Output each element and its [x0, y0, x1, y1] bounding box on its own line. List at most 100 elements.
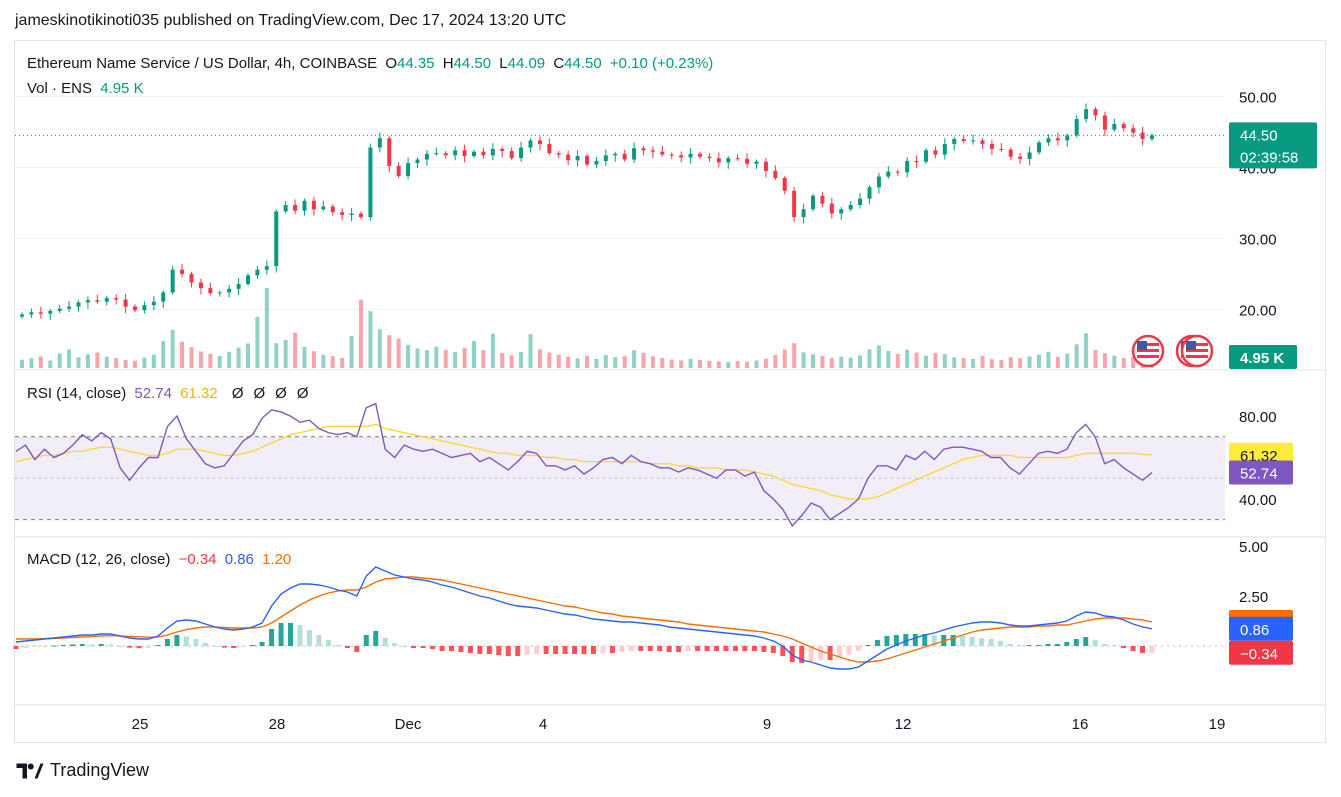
- candle-body: [255, 269, 260, 276]
- candle-body: [895, 171, 900, 173]
- macd-histogram-bar: [638, 646, 644, 651]
- macd-histogram-bar: [146, 646, 152, 648]
- volume-bar: [1055, 356, 1060, 368]
- macd-histogram-bar: [325, 640, 331, 646]
- volume-bar: [283, 340, 288, 368]
- candle-body: [1093, 109, 1098, 116]
- candle-body: [349, 213, 354, 215]
- macd-histogram-bar: [174, 635, 180, 646]
- candle-body: [406, 163, 411, 176]
- candle-body: [1008, 149, 1013, 157]
- volume-bar: [424, 350, 429, 368]
- rsi-ma-value: 61.32: [180, 385, 218, 402]
- volume-bar: [924, 355, 928, 368]
- flag-stripe: [1137, 343, 1159, 346]
- volume-bar: [20, 359, 24, 368]
- rsi-line: [15, 402, 1153, 528]
- macd-histogram-bar: [893, 635, 899, 646]
- candle-body: [217, 292, 222, 294]
- tradingview-footer[interactable]: TradingView: [16, 760, 149, 781]
- volume-bar: [914, 352, 919, 368]
- volume-bar: [867, 349, 872, 368]
- volume-bar: [142, 357, 147, 368]
- event-flags[interactable]: [1131, 334, 1214, 368]
- macd-histogram-bar: [818, 646, 824, 660]
- high-label: H: [442, 55, 454, 72]
- macd-histogram-bar: [789, 646, 795, 662]
- candle-body: [283, 205, 288, 212]
- candle-body: [1140, 132, 1145, 139]
- macd-histogram-bar: [164, 639, 170, 646]
- macd-histogram-bar: [41, 646, 47, 647]
- macd-histogram-bar: [1102, 644, 1108, 646]
- candle-body: [1018, 156, 1023, 159]
- volume-bar: [302, 346, 307, 368]
- macd-histogram-bar: [950, 635, 956, 646]
- macd-histogram-bar: [155, 645, 161, 646]
- candle-body: [867, 187, 872, 199]
- volume-bar: [820, 355, 825, 368]
- macd-histogram-bar: [666, 646, 672, 652]
- macd-histogram-bar: [770, 646, 776, 653]
- macd-histogram-bar: [742, 646, 748, 651]
- volume-bar: [1102, 353, 1107, 368]
- macd-histogram-bar: [751, 646, 757, 651]
- candle-body: [415, 159, 420, 164]
- us-flag-event-icon[interactable]: [1180, 334, 1214, 368]
- volume-bar: [161, 340, 166, 368]
- macd-tick-label: 2.50: [1239, 589, 1268, 606]
- price-tag-box: [1229, 122, 1317, 169]
- candle-body: [95, 300, 100, 302]
- macd-hist-tag-box: [1229, 640, 1293, 665]
- candle-body: [641, 148, 646, 151]
- volume-bars: [20, 288, 1154, 368]
- candle-body: [528, 140, 533, 148]
- volume-bar: [349, 336, 354, 368]
- candle-body: [114, 298, 119, 300]
- price-tag-countdown: 02:39:58: [1240, 149, 1298, 166]
- candle-body: [189, 273, 194, 283]
- flag-stripe: [1186, 343, 1208, 346]
- volume-bar: [594, 358, 599, 368]
- flag-stripe: [1186, 349, 1208, 352]
- candle-body: [933, 150, 938, 155]
- macd-histogram-bar: [695, 646, 701, 651]
- rsi-ma-tag-value: 61.32: [1240, 448, 1278, 465]
- candle-body: [1084, 109, 1089, 120]
- time-axis-label: Dec: [395, 716, 422, 733]
- volume-bar: [189, 347, 194, 368]
- candle-body: [726, 158, 731, 163]
- candle-body: [782, 178, 787, 191]
- us-flag-event-icon[interactable]: [1131, 334, 1165, 368]
- time-axis-label: 9: [763, 716, 771, 733]
- volume-bar: [754, 360, 759, 368]
- volume-bar: [679, 360, 684, 368]
- volume-bar: [38, 356, 43, 368]
- candle-body: [1027, 152, 1032, 159]
- volume-bar: [67, 349, 72, 368]
- candlesticks: [15, 103, 1225, 321]
- chart-frame[interactable]: [14, 40, 1326, 743]
- macd-histogram-bar: [278, 623, 284, 646]
- volume-bar: [613, 357, 618, 368]
- volume-bar: [632, 350, 637, 368]
- macd-signal-line: [16, 576, 1153, 663]
- volume-bar: [29, 358, 34, 368]
- volume-bar: [989, 359, 994, 368]
- volume-bar: [330, 356, 335, 368]
- macd-histogram-bar: [1016, 645, 1022, 646]
- macd-histogram-bar: [392, 643, 398, 646]
- macd-histogram-bar: [335, 645, 341, 646]
- macd-histogram-bar: [619, 646, 625, 652]
- candle-body: [679, 155, 684, 158]
- volume-bar: [95, 352, 100, 368]
- volume-bar: [1131, 356, 1136, 368]
- macd-histogram-bar: [808, 646, 814, 661]
- macd-histogram-bar: [969, 637, 975, 646]
- volume-bar: [566, 356, 571, 368]
- candle-body: [773, 170, 778, 179]
- macd-histogram-bar: [1064, 642, 1070, 646]
- macd-histogram-bar: [22, 646, 28, 648]
- macd-histogram-bar: [827, 646, 833, 660]
